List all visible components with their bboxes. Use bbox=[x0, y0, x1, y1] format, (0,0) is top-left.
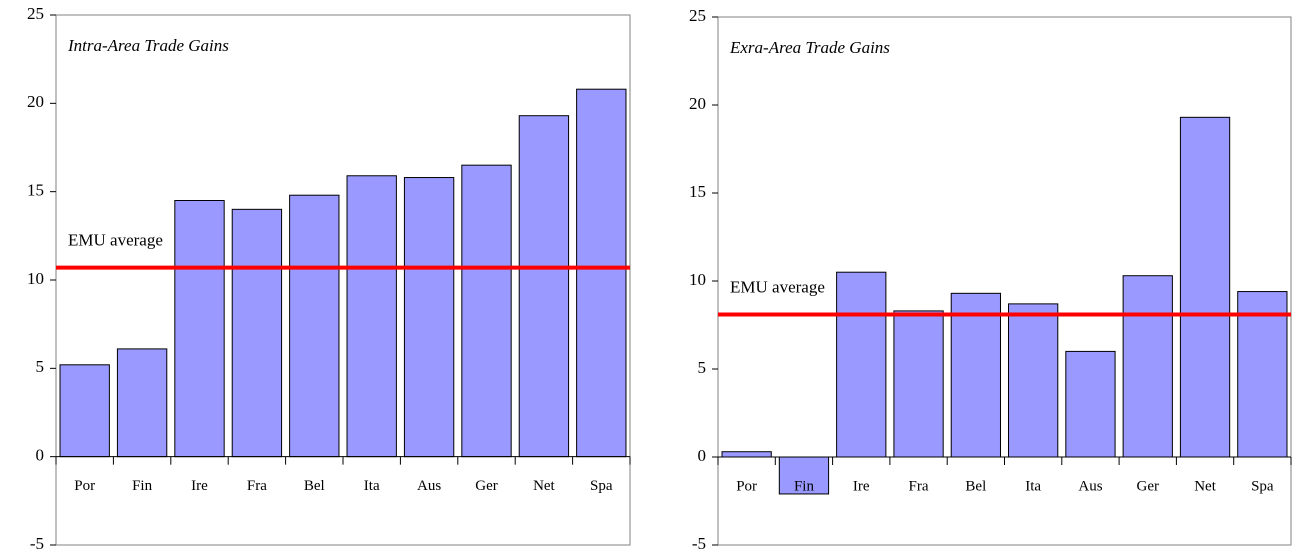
y-tick-label: 5 bbox=[36, 357, 45, 376]
bar bbox=[950, 292, 1001, 458]
y-tick-label: -5 bbox=[692, 534, 706, 553]
x-tick-label: Fin bbox=[132, 478, 153, 494]
y-tick-label: -5 bbox=[30, 534, 44, 553]
reference-label: EMU average bbox=[730, 277, 825, 296]
bar bbox=[1237, 291, 1288, 458]
y-tick-label: 15 bbox=[689, 182, 706, 201]
x-tick-label: Net bbox=[533, 478, 555, 494]
x-tick-label: Ire bbox=[853, 478, 870, 494]
bar bbox=[403, 177, 455, 458]
x-tick-label: Spa bbox=[1251, 478, 1274, 494]
x-tick-label: Ita bbox=[1025, 478, 1041, 494]
bar bbox=[721, 451, 772, 458]
x-tick-label: Por bbox=[736, 478, 757, 494]
x-tick-label: Fra bbox=[247, 478, 267, 494]
x-tick-label: Fra bbox=[909, 478, 929, 494]
x-tick-label: Fin bbox=[794, 478, 815, 494]
bar bbox=[174, 200, 225, 458]
bar bbox=[1008, 303, 1059, 458]
x-tick-label: Spa bbox=[590, 478, 613, 494]
x-tick-label: Bel bbox=[965, 478, 986, 494]
bar bbox=[116, 348, 168, 458]
chart-title: Exra-Area Trade Gains bbox=[729, 38, 890, 57]
x-tick-label: Ita bbox=[364, 478, 380, 494]
bar bbox=[836, 271, 887, 458]
bar bbox=[231, 208, 283, 458]
bar bbox=[576, 88, 627, 458]
bar bbox=[59, 364, 110, 458]
bar bbox=[1122, 275, 1173, 458]
bar bbox=[518, 115, 570, 458]
x-tick-label: Aus bbox=[417, 478, 441, 494]
x-tick-label: Ger bbox=[1137, 478, 1160, 494]
x-tick-label: Bel bbox=[304, 478, 325, 494]
y-tick-label: 10 bbox=[27, 269, 44, 288]
y-tick-label: 15 bbox=[27, 181, 44, 200]
bar bbox=[893, 310, 944, 458]
reference-label: EMU average bbox=[68, 231, 163, 250]
y-tick-label: 0 bbox=[698, 446, 707, 465]
y-tick-label: 5 bbox=[698, 358, 707, 377]
bar bbox=[461, 164, 512, 458]
x-tick-label: Por bbox=[74, 478, 95, 494]
y-tick-label: 20 bbox=[27, 92, 44, 111]
bar bbox=[1065, 350, 1116, 458]
y-tick-label: 25 bbox=[689, 6, 706, 25]
y-tick-label: 10 bbox=[689, 270, 706, 289]
y-tick-label: 0 bbox=[36, 446, 45, 465]
y-tick-label: 20 bbox=[689, 94, 706, 113]
x-tick-label: Ger bbox=[475, 478, 498, 494]
x-tick-label: Aus bbox=[1078, 478, 1102, 494]
bar bbox=[1179, 116, 1231, 458]
bar bbox=[289, 194, 340, 458]
y-tick-label: 25 bbox=[27, 4, 44, 23]
x-tick-label: Net bbox=[1194, 478, 1216, 494]
chart-title: Intra-Area Trade Gains bbox=[67, 36, 229, 55]
bar bbox=[346, 175, 397, 458]
x-tick-label: Ire bbox=[191, 478, 208, 494]
